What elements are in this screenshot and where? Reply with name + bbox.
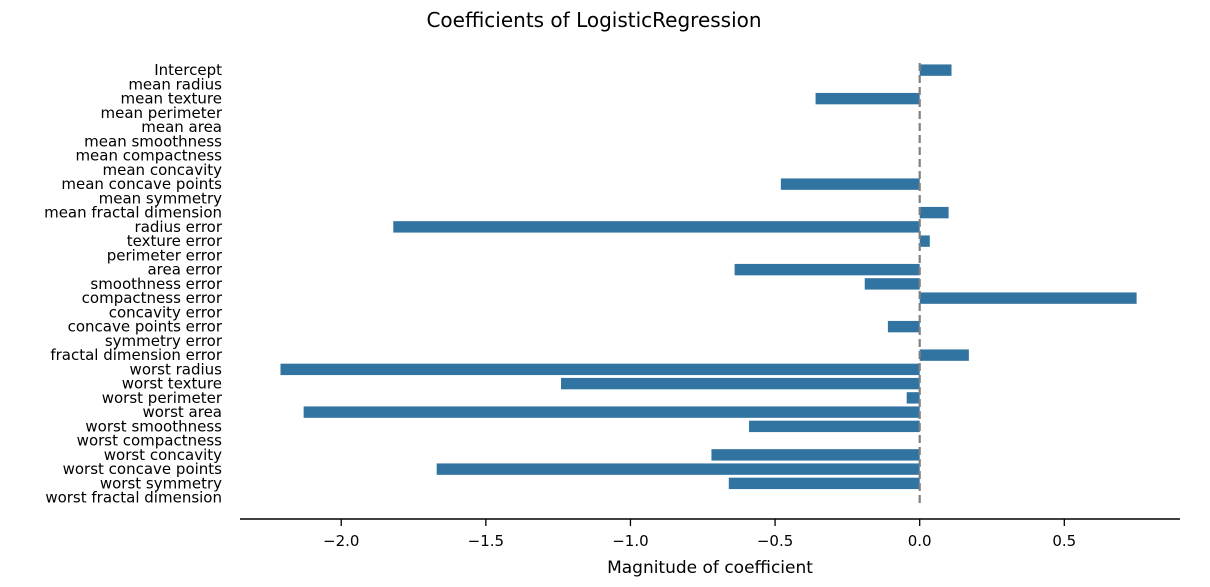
category-label: perimeter error <box>107 246 223 264</box>
category-label: texture error <box>127 232 223 250</box>
bar <box>919 64 952 76</box>
category-label: worst texture <box>122 375 222 393</box>
category-label: worst radius <box>130 360 223 378</box>
category-label: mean compactness <box>75 147 222 165</box>
x-tick-label: −2.0 <box>323 532 359 550</box>
category-label: smoothness error <box>90 275 222 293</box>
bar <box>728 477 920 490</box>
category-label: mean symmetry <box>99 189 222 207</box>
x-tick-label: 0.0 <box>908 532 932 550</box>
category-label: mean perimeter <box>100 104 222 122</box>
category-label: concavity error <box>109 303 223 321</box>
category-label: mean radius <box>128 75 222 93</box>
category-label: compactness error <box>82 289 223 307</box>
x-tick-label: 0.5 <box>1052 532 1076 550</box>
bar <box>919 349 969 361</box>
category-label: mean texture <box>121 90 222 108</box>
category-label: mean fractal dimension <box>44 204 222 222</box>
bars-group <box>280 64 1137 490</box>
category-label: mean area <box>141 118 222 136</box>
category-label: worst fractal dimension <box>45 489 222 507</box>
bar <box>711 449 920 461</box>
chart-title: Coefficients of LogisticRegression <box>426 8 761 32</box>
x-tick-label: −0.5 <box>757 532 793 550</box>
category-label: mean concavity <box>103 161 223 179</box>
category-label: worst smoothness <box>85 417 222 435</box>
bar <box>919 235 930 247</box>
bar <box>734 263 920 276</box>
category-label: Intercept <box>154 61 222 79</box>
x-tick-label: −1.0 <box>612 532 648 550</box>
category-label: mean smoothness <box>84 132 222 150</box>
bar <box>303 406 920 418</box>
bar <box>815 92 920 105</box>
bar <box>780 178 920 190</box>
bar <box>887 320 920 333</box>
x-axis-label: Magnitude of coefficient <box>607 558 813 578</box>
bar <box>393 221 920 233</box>
bar <box>280 363 920 376</box>
category-label: worst symmetry <box>100 474 222 492</box>
category-label: concave points error <box>68 318 223 336</box>
bar <box>864 278 920 290</box>
bar <box>919 206 949 219</box>
category-label: area error <box>147 261 222 279</box>
category-label: fractal dimension error <box>50 346 223 364</box>
category-label: worst compactness <box>77 432 223 450</box>
bar <box>436 463 920 475</box>
bar <box>919 292 1137 304</box>
bar <box>749 420 920 433</box>
bar <box>561 377 920 390</box>
category-label: radius error <box>135 218 223 236</box>
category-label: worst area <box>142 403 222 421</box>
category-label: worst concavity <box>104 446 222 464</box>
category-label: worst perimeter <box>102 389 223 407</box>
category-label: mean concave points <box>61 175 222 193</box>
x-ticks-group: −2.0 −1.5 −1.0 −0.5 0.0 0.5 <box>323 519 1076 550</box>
category-label: worst concave points <box>63 460 223 478</box>
x-tick-label: −1.5 <box>468 532 504 550</box>
category-label: symmetry error <box>105 332 223 350</box>
bar <box>906 392 920 404</box>
